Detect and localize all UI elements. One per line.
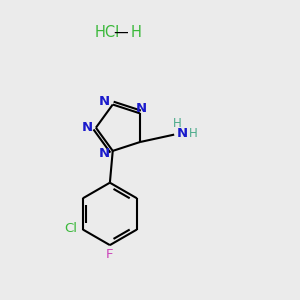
Text: N: N	[98, 147, 110, 161]
Text: —: —	[113, 25, 128, 40]
Text: F: F	[106, 248, 113, 260]
Text: H: H	[189, 127, 198, 140]
Text: N: N	[99, 95, 110, 108]
Text: Cl: Cl	[64, 222, 77, 236]
Text: N: N	[136, 102, 147, 116]
Text: H: H	[131, 25, 142, 40]
Text: N: N	[177, 127, 188, 140]
Text: H: H	[173, 117, 182, 130]
Text: HCl: HCl	[95, 25, 120, 40]
Text: N: N	[81, 121, 93, 134]
